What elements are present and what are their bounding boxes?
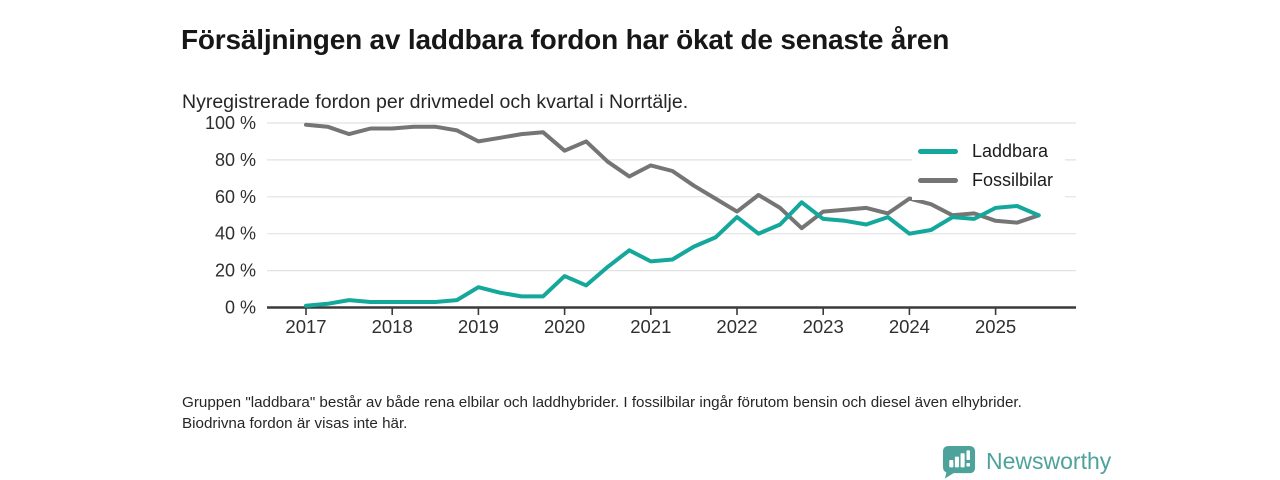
chart-footnote: Gruppen "laddbara" består av både rena e… xyxy=(182,394,1022,433)
x-tick-label: 2023 xyxy=(803,316,844,337)
y-tick-label: 20 % xyxy=(215,261,256,281)
x-tick-label: 2025 xyxy=(975,316,1016,337)
x-tick-label: 2022 xyxy=(716,316,757,337)
x-tick-label: 2020 xyxy=(544,316,585,337)
x-tick-label: 2018 xyxy=(372,316,413,337)
y-tick-label: 80 % xyxy=(215,150,256,170)
legend-swatch-laddbara xyxy=(918,149,958,154)
legend-label-fossilbilar: Fossilbilar xyxy=(972,170,1054,190)
series-line-fossilbilar xyxy=(304,122,1041,231)
series-line-laddbara xyxy=(304,200,1041,308)
newsworthy-logo-text: Newsworthy xyxy=(986,448,1112,474)
y-tick-label: 40 % xyxy=(215,224,256,244)
page-title: Försäljningen av laddbara fordon har öka… xyxy=(181,23,950,55)
y-tick-label: 60 % xyxy=(215,187,256,207)
legend-swatch-fossilbilar xyxy=(918,178,958,183)
y-tick-label: 100 % xyxy=(205,113,256,133)
chart-subtitle: Nyregistrerade fordon per drivmedel och … xyxy=(182,90,689,113)
legend-item-fossilbilar: Fossilbilar xyxy=(918,166,1053,195)
x-tick-label: 2021 xyxy=(630,316,671,337)
x-tick-label: 2024 xyxy=(889,316,930,337)
newsworthy-logo-icon xyxy=(942,445,976,479)
legend-item-laddbara: Laddbara xyxy=(918,137,1053,166)
legend-label-laddbara: Laddbara xyxy=(972,141,1049,161)
newsworthy-logo: Newsworthy xyxy=(941,444,1111,479)
chart-legend: Laddbara Fossilbilar xyxy=(912,134,1066,200)
x-tick-label: 2017 xyxy=(285,316,326,337)
y-tick-label: 0 % xyxy=(225,298,256,318)
x-tick-label: 2019 xyxy=(458,316,499,337)
